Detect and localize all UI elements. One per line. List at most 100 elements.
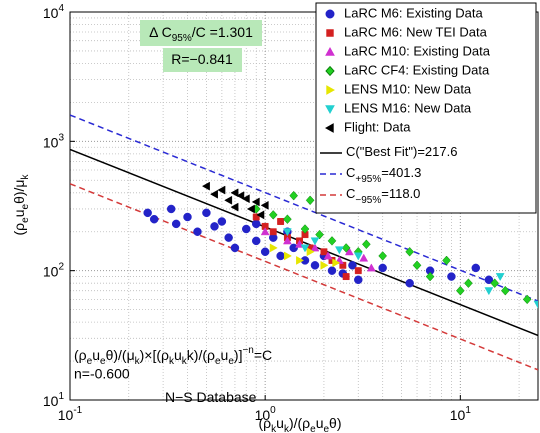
data-point [354, 267, 362, 275]
x-axis-label-part: k [284, 424, 290, 433]
data-point [332, 258, 341, 268]
y-axis-label-part: e [20, 217, 31, 223]
annotation: Δ C95%/C =1.301 [149, 24, 253, 44]
data-point [310, 261, 320, 270]
x-axis-label-part: (ρ [259, 415, 272, 431]
annotation-part: (ρ [74, 347, 87, 363]
y-tick-label: 101 [43, 391, 65, 409]
data-point [300, 244, 310, 253]
data-point [425, 271, 435, 282]
data-point [283, 214, 292, 224]
data-point [209, 189, 218, 199]
annotation: (ρeueθ)/(μk)×[(ρkukk)/(ρeue)]−n=C [74, 345, 272, 367]
data-point [149, 214, 159, 224]
x-tick-label: 100 [255, 405, 277, 423]
data-point [268, 210, 278, 220]
data-point [261, 222, 269, 230]
y-axis-label: (ρeueθ)/μk [11, 174, 31, 236]
x-tick-label: 101 [450, 405, 472, 423]
data-point [260, 247, 270, 257]
legend-symbol: C [346, 144, 355, 159]
annotation-part: R=−0.841 [171, 51, 233, 67]
data-point [289, 243, 298, 253]
data-point [320, 248, 328, 256]
y-axis-label-part: k [20, 174, 31, 180]
legend-marker [326, 85, 336, 95]
data-point [327, 236, 337, 246]
x-tick-label: 10-1 [58, 405, 83, 423]
data-point [224, 195, 233, 205]
y-tick-label: 104 [43, 3, 65, 21]
legend-label: LaRC M6: New TEI Data [344, 24, 488, 39]
tick-base: 10 [43, 5, 59, 21]
tick-base: 10 [43, 134, 59, 150]
data-point [405, 278, 414, 288]
data-point [490, 278, 500, 288]
annotation-part: k [169, 356, 175, 367]
data-point [305, 195, 315, 206]
legend-marker [325, 105, 335, 115]
y-axis-label-part: u [11, 209, 27, 217]
x-axis-label-part: k [271, 424, 277, 433]
data-point [447, 272, 456, 281]
legend-marker [325, 9, 335, 19]
legend-label: C−95%=118.0 [346, 186, 420, 206]
data-point [327, 266, 337, 275]
data-point [484, 287, 494, 296]
tick-power: 3 [58, 132, 64, 143]
y-axis-label-part: (ρ [11, 223, 27, 236]
data-point [283, 251, 292, 261]
tick-base: 10 [255, 407, 271, 423]
tick-base: 10 [43, 393, 59, 409]
data-point [320, 260, 329, 270]
data-point [143, 208, 152, 218]
data-point [251, 219, 261, 229]
data-point [260, 200, 269, 210]
legend-label: LaRC M6: Existing Data [344, 5, 483, 20]
annotation: R=−0.841 [171, 51, 233, 67]
data-point [334, 246, 344, 255]
data-point [230, 243, 240, 253]
data-point [269, 228, 277, 236]
annotation-part: θ)/(μ [106, 347, 135, 363]
annotation-part: k [135, 356, 141, 367]
data-point [471, 263, 481, 273]
data-point [300, 256, 310, 265]
data-point [217, 185, 226, 195]
y-tick-label: 103 [43, 132, 65, 150]
data-point [405, 246, 414, 257]
x-axis-label-part: )/(ρ [289, 415, 310, 431]
y-axis-label-part: θ)/μ [11, 180, 27, 204]
annotation-part: −n [242, 345, 253, 356]
y-tick-label: 102 [43, 262, 65, 280]
legend-label: Flight: Data [344, 119, 411, 134]
annotation-part: k [182, 356, 188, 367]
data-point [183, 212, 192, 222]
data-point [323, 251, 333, 260]
tick-base: 10 [43, 263, 59, 279]
data-point [455, 285, 465, 296]
annotation-part: u [92, 347, 100, 363]
exponent-label: n=-0.600 [74, 366, 130, 382]
annotation-part: e [228, 356, 234, 367]
legend-label: C+95%=401.3 [346, 165, 421, 185]
data-point [484, 275, 494, 285]
tick-power: 0 [270, 405, 276, 416]
annotation: N−S Database [165, 389, 257, 405]
tick-power: 2 [58, 262, 64, 273]
data-point [230, 188, 239, 198]
data-point [533, 300, 538, 309]
data-point [282, 236, 292, 245]
data-point [315, 229, 324, 240]
legend-label: LaRC CF4: Existing Data [344, 62, 490, 77]
tick-power: 4 [58, 3, 64, 14]
legend-label: C("Best Fit")=217.6 [346, 144, 457, 159]
data-point [166, 204, 176, 214]
data-point [246, 204, 255, 214]
x-axis-label-part: u [276, 415, 284, 431]
tick-power: -1 [73, 405, 82, 416]
legend-marker [325, 65, 335, 77]
data-point [224, 233, 233, 242]
annotation-part: )×[(ρ [140, 347, 169, 363]
data-point [342, 273, 350, 281]
